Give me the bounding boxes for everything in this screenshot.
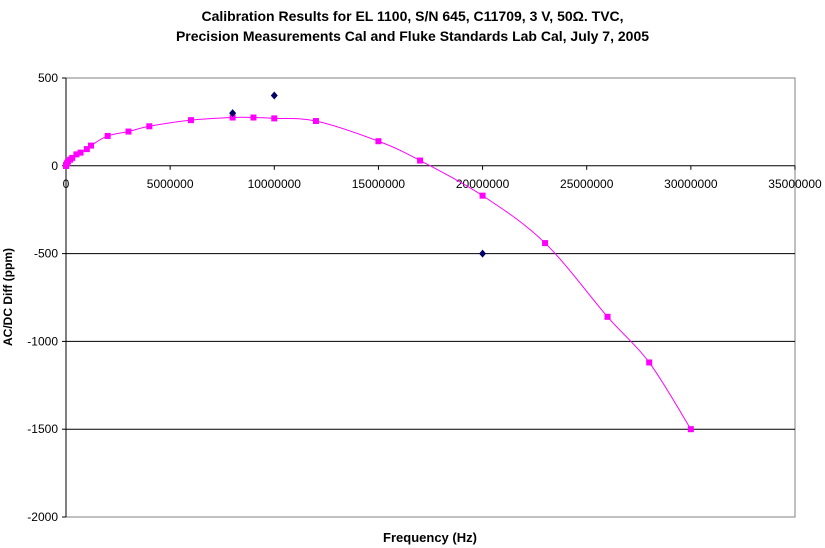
y-tick-label: -500 [34,247,58,261]
x-tick-label: 5000000 [147,177,194,191]
y-tick-label: 500 [38,71,58,85]
data-point [229,109,237,118]
data-point [146,123,153,130]
x-tick-label: 0 [63,177,70,191]
data-point [646,359,653,366]
series-line [65,116,692,430]
data-point [73,151,80,158]
y-axis-label: AC/DC Diff (ppm) [1,248,15,346]
data-point [312,118,319,125]
data-point [125,128,132,135]
y-tick-label: -1500 [27,422,58,436]
title-line-1: Calibration Results for EL 1100, S/N 645… [201,8,624,24]
data-point [417,157,424,164]
data-point [375,138,382,145]
data-point [77,149,84,156]
data-point [542,240,549,247]
data-point [83,146,90,153]
x-tick-label: 30000000 [664,177,718,191]
x-tick-label: 25000000 [560,177,614,191]
data-point [87,142,94,149]
plot-area [65,77,796,518]
data-point [104,132,111,139]
data-point [479,249,487,258]
x-tick-label: 15000000 [352,177,406,191]
y-tick-label: 0 [51,159,58,173]
data-point [270,91,278,100]
chart-title: Calibration Results for EL 1100, S/N 645… [0,6,825,46]
y-tick-label: -2000 [27,510,58,524]
x-tick-label: 10000000 [248,177,302,191]
data-point [604,313,611,320]
data-point [687,426,694,433]
data-point [479,192,486,199]
x-tick-label: 35000000 [768,177,822,191]
y-tick-label: -1000 [27,334,58,348]
data-point [271,115,278,122]
title-line-2: Precision Measurements Cal and Fluke Sta… [175,28,650,44]
data-point [69,154,76,161]
data-point [187,117,194,124]
x-axis-label: Frequency (Hz) [383,530,477,545]
data-point [250,114,257,121]
data-point [229,114,236,121]
